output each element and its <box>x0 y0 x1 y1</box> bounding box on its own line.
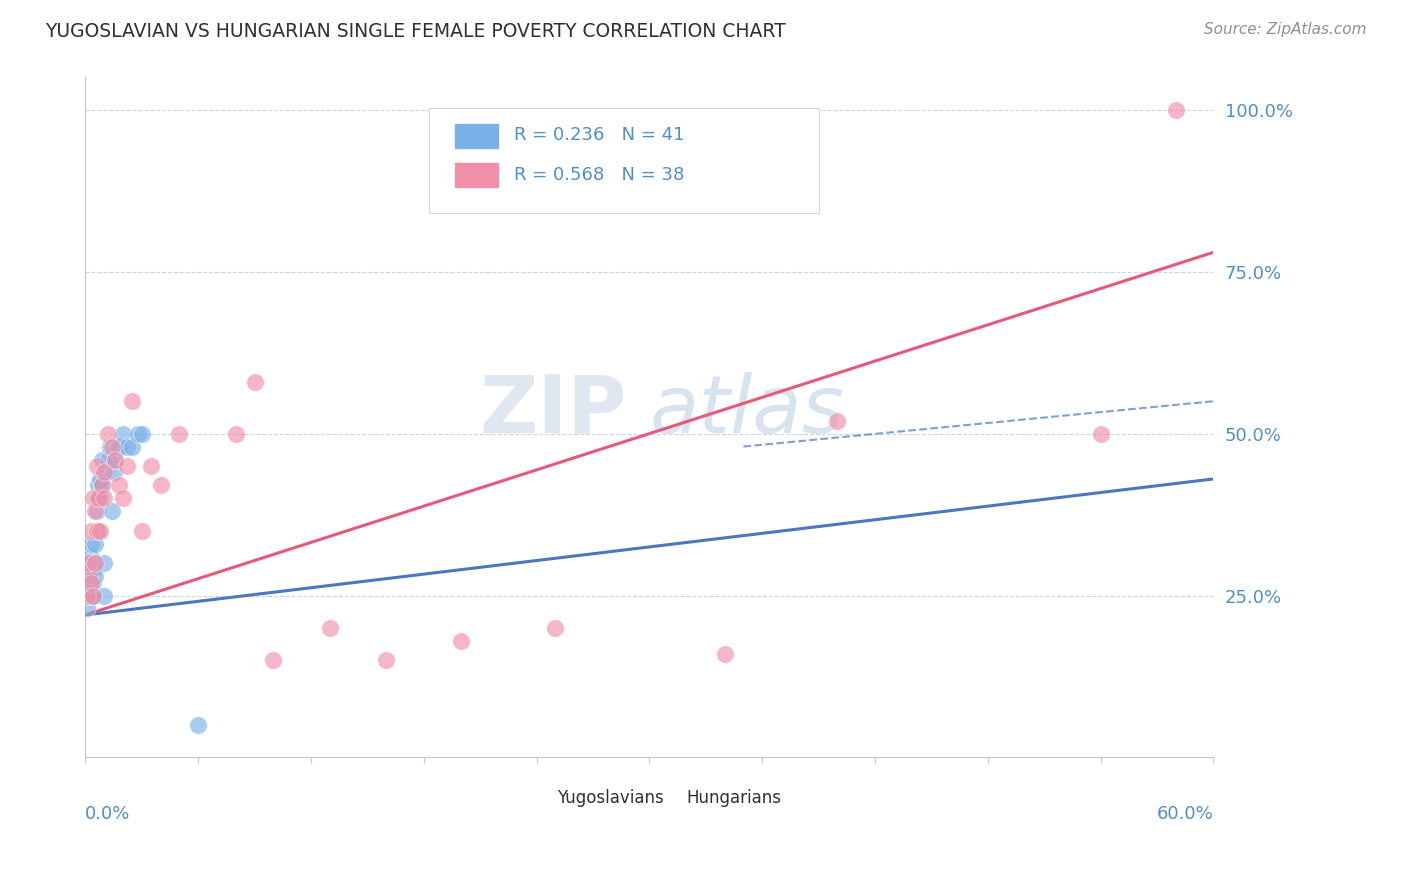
Point <box>76 589 98 603</box>
Point <box>187 718 209 732</box>
Point <box>121 440 143 454</box>
Point <box>83 569 105 583</box>
Text: Source: ZipAtlas.com: Source: ZipAtlas.com <box>1204 22 1367 37</box>
Text: 60.0%: 60.0% <box>1157 805 1213 823</box>
Point <box>80 524 103 538</box>
Text: R = 0.568   N = 38: R = 0.568 N = 38 <box>515 166 685 184</box>
Point <box>86 524 108 538</box>
Point <box>91 452 114 467</box>
Point <box>89 472 111 486</box>
Point <box>1090 426 1112 441</box>
Point <box>80 589 103 603</box>
Point <box>544 621 567 635</box>
FancyBboxPatch shape <box>655 791 681 806</box>
Point <box>91 478 114 492</box>
Point <box>86 504 108 518</box>
Point <box>111 491 134 506</box>
Point <box>87 491 110 506</box>
Point <box>82 589 104 603</box>
Point <box>86 491 108 506</box>
Point <box>82 563 104 577</box>
Point <box>104 452 127 467</box>
Point <box>77 556 100 570</box>
Point <box>77 589 100 603</box>
Point <box>139 458 162 473</box>
Text: 0.0%: 0.0% <box>86 805 131 823</box>
Point <box>76 575 98 590</box>
Point <box>93 589 115 603</box>
Point <box>100 504 122 518</box>
Point <box>111 426 134 441</box>
Point <box>93 491 115 506</box>
FancyBboxPatch shape <box>429 108 818 213</box>
Point <box>93 556 115 570</box>
FancyBboxPatch shape <box>454 162 499 188</box>
Point <box>827 414 849 428</box>
Point <box>77 569 100 583</box>
Point <box>103 466 125 480</box>
Point <box>77 569 100 583</box>
Point <box>97 452 120 467</box>
Point <box>1164 103 1187 117</box>
Point <box>127 426 149 441</box>
Point <box>83 556 105 570</box>
Point <box>713 647 735 661</box>
Point <box>450 633 472 648</box>
Point <box>89 524 111 538</box>
Point <box>76 601 98 615</box>
Point <box>115 440 138 454</box>
Point <box>76 589 98 603</box>
Point <box>83 556 105 570</box>
Point <box>87 478 110 492</box>
Point <box>77 556 100 570</box>
Point <box>80 549 103 564</box>
Point <box>86 458 108 473</box>
Point <box>82 575 104 590</box>
Point <box>94 466 117 480</box>
Point <box>87 524 110 538</box>
Point <box>89 491 111 506</box>
Point <box>169 426 191 441</box>
Point <box>93 466 115 480</box>
Point <box>225 426 247 441</box>
Text: Yugoslavians: Yugoslavians <box>557 789 664 807</box>
Point <box>80 575 103 590</box>
Text: ZIP: ZIP <box>479 372 627 450</box>
Point <box>100 440 122 454</box>
Point <box>243 375 266 389</box>
Point <box>319 621 342 635</box>
FancyBboxPatch shape <box>526 791 550 806</box>
Point <box>83 504 105 518</box>
Point <box>108 440 131 454</box>
Text: Hungarians: Hungarians <box>686 789 782 807</box>
Point <box>115 458 138 473</box>
Point <box>131 524 153 538</box>
Point <box>97 426 120 441</box>
FancyBboxPatch shape <box>454 123 499 149</box>
Point <box>121 394 143 409</box>
Text: R = 0.236   N = 41: R = 0.236 N = 41 <box>515 127 685 145</box>
Point <box>80 563 103 577</box>
Point <box>131 426 153 441</box>
Point <box>80 575 103 590</box>
Point <box>80 537 103 551</box>
Point <box>83 537 105 551</box>
Point <box>262 653 284 667</box>
Point <box>375 653 398 667</box>
Point <box>104 452 127 467</box>
Text: YUGOSLAVIAN VS HUNGARIAN SINGLE FEMALE POVERTY CORRELATION CHART: YUGOSLAVIAN VS HUNGARIAN SINGLE FEMALE P… <box>45 22 786 41</box>
Point <box>98 440 121 454</box>
Point <box>149 478 172 492</box>
Point <box>82 589 104 603</box>
Point <box>77 582 100 596</box>
Point <box>82 491 104 506</box>
Text: atlas: atlas <box>650 372 844 450</box>
Point <box>91 478 114 492</box>
Point <box>108 478 131 492</box>
